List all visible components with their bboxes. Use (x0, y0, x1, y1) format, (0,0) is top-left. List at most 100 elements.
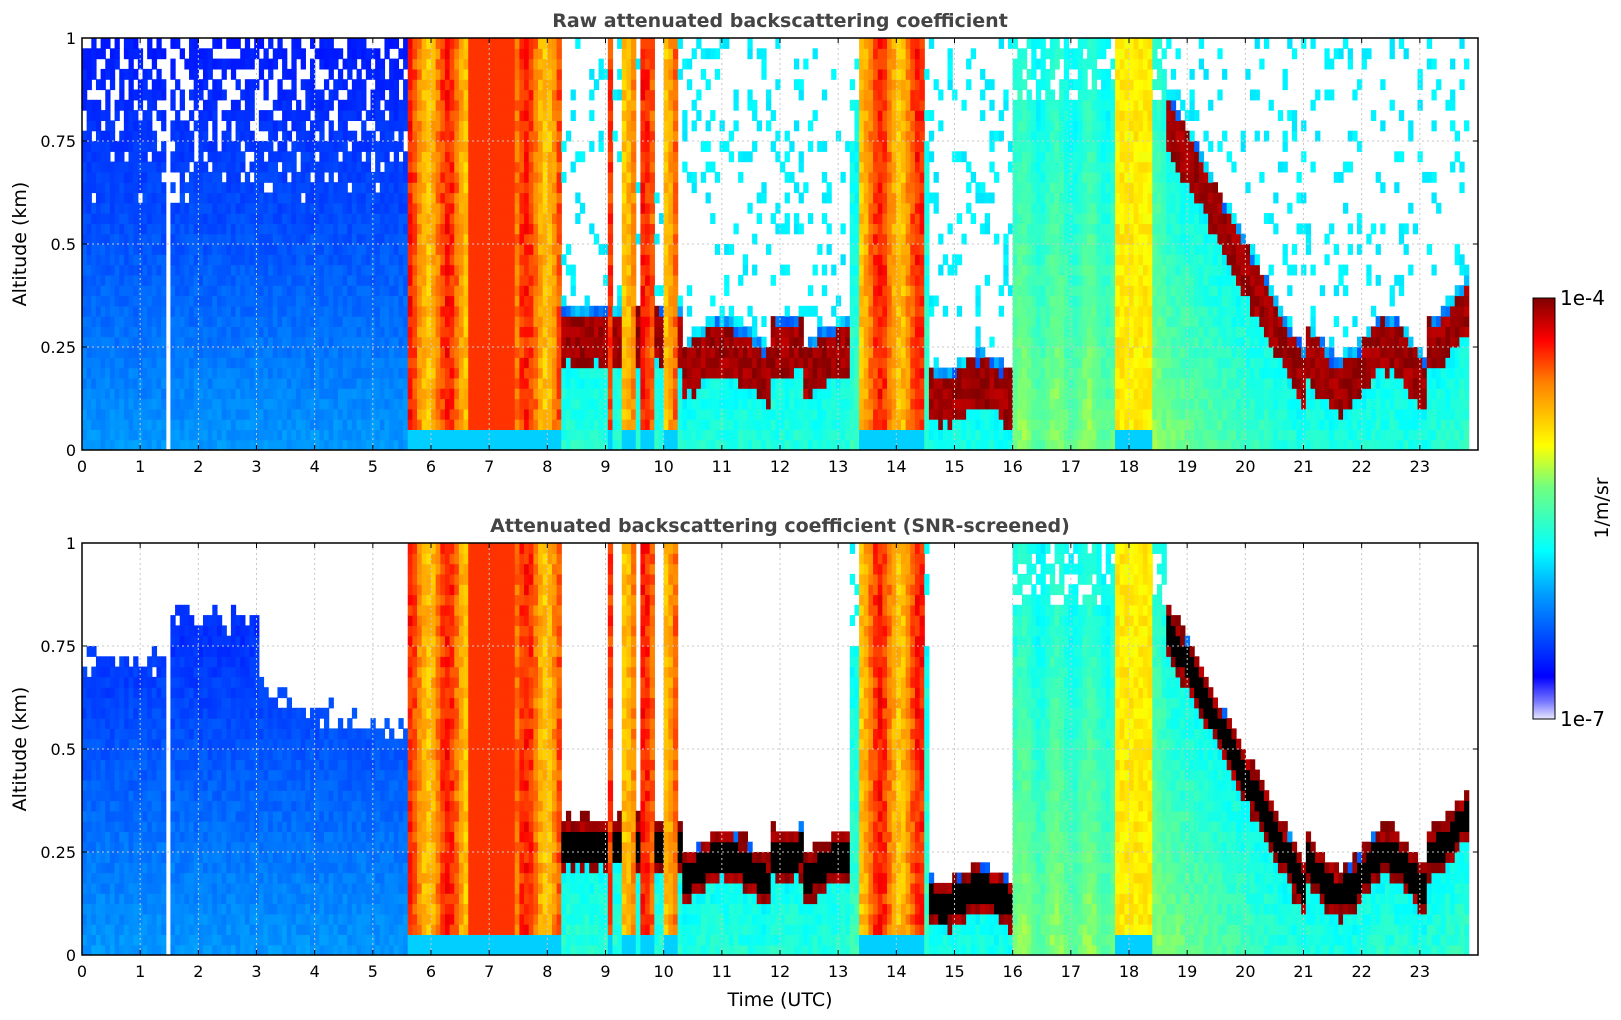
heatmap-cell (668, 264, 674, 276)
heatmap-cell (514, 151, 521, 163)
heatmap-cell (193, 429, 199, 441)
heatmap-cell (137, 182, 144, 194)
heatmap-cell (333, 347, 339, 358)
heatmap-cell (258, 202, 265, 214)
heatmap-cell (337, 264, 344, 276)
heatmap-cell (617, 429, 623, 441)
heatmap-cell (258, 347, 265, 358)
heatmap-cell (263, 141, 269, 152)
heatmap-cell (612, 347, 618, 358)
heatmap-cell (230, 398, 237, 410)
heatmap-cell (766, 429, 772, 441)
heatmap-cell (323, 79, 330, 91)
heatmap-cell (733, 316, 739, 327)
heatmap-cell (375, 89, 381, 101)
heatmap-cell (286, 130, 292, 142)
heatmap-cell (486, 141, 493, 152)
heatmap-cell (593, 408, 600, 420)
heatmap-cell (547, 326, 553, 338)
heatmap-cell (533, 233, 539, 245)
heatmap-cell (640, 79, 646, 91)
heatmap-cell (291, 429, 297, 441)
heatmap-cell (561, 439, 567, 450)
heatmap-cell (570, 439, 576, 450)
heatmap-cell (412, 326, 418, 338)
heatmap-cell (640, 326, 646, 338)
heatmap-cell (123, 48, 130, 60)
heatmap-cell (147, 130, 153, 142)
heatmap-cell (472, 295, 479, 307)
heatmap-cell (100, 110, 106, 121)
heatmap-cell (258, 171, 265, 183)
heatmap-cell (356, 398, 362, 410)
heatmap-cell (533, 254, 539, 266)
heatmap-cell (579, 388, 586, 400)
heatmap-cell (431, 38, 437, 49)
heatmap-cell (444, 171, 451, 183)
heatmap-cell (249, 367, 255, 379)
heatmap-cell (333, 141, 339, 152)
heatmap-cell (277, 223, 283, 235)
heatmap-cell (649, 388, 655, 400)
heatmap-cell (361, 326, 367, 338)
heatmap-cell (426, 58, 432, 70)
heatmap-cell (393, 79, 400, 91)
heatmap-cell (640, 429, 646, 441)
heatmap-cell (482, 213, 488, 224)
heatmap-cell (184, 58, 190, 70)
heatmap-cell (282, 316, 288, 327)
heatmap-cell (142, 79, 148, 91)
heatmap-cell (491, 161, 497, 173)
heatmap-cell (189, 347, 195, 358)
heatmap-cell (519, 285, 525, 297)
heatmap-cell (728, 130, 735, 142)
heatmap-cell (370, 110, 376, 121)
heatmap-cell (626, 264, 632, 276)
heatmap-cell (356, 182, 362, 194)
heatmap-cell (747, 439, 753, 450)
heatmap-cell (538, 336, 544, 348)
heatmap-cell (649, 264, 655, 276)
heatmap-cell (440, 223, 446, 235)
heatmap-cell (151, 141, 158, 152)
heatmap-cell (100, 202, 106, 214)
heatmap-cell (593, 233, 600, 245)
heatmap-cell (603, 357, 609, 369)
heatmap-cell (361, 171, 367, 183)
heatmap-cell (738, 357, 744, 369)
heatmap-cell (133, 68, 139, 80)
heatmap-cell (700, 141, 707, 152)
heatmap-cell (505, 274, 511, 286)
heatmap-cell (393, 58, 400, 70)
heatmap-cell (240, 439, 246, 450)
heatmap-cell (216, 357, 223, 369)
heatmap-cell (156, 223, 162, 235)
heatmap-cell (444, 182, 451, 194)
heatmap-cell (370, 316, 376, 327)
heatmap-cell (714, 429, 721, 441)
heatmap-cell (649, 38, 655, 49)
heatmap-cell (133, 192, 139, 204)
heatmap-cell (514, 223, 521, 235)
heatmap-cell (421, 192, 427, 204)
heatmap-cell (258, 419, 265, 430)
heatmap-cell (477, 38, 483, 49)
heatmap-cell (403, 244, 409, 255)
heatmap-cell (375, 254, 381, 266)
heatmap-cell (528, 398, 534, 410)
heatmap-cell (496, 305, 502, 317)
heatmap-cell (686, 429, 693, 441)
heatmap-cell (654, 419, 660, 430)
heatmap-cell (198, 377, 204, 389)
heatmap-cell (496, 192, 502, 204)
heatmap-cell (314, 213, 320, 224)
heatmap-cell (314, 336, 320, 348)
heatmap-cell (254, 305, 260, 317)
heatmap-cell (384, 223, 390, 235)
heatmap-cell (612, 336, 618, 348)
heatmap-cell (770, 347, 776, 358)
heatmap-cell (133, 223, 139, 235)
heatmap-cell (556, 110, 562, 121)
heatmap-cell (468, 316, 474, 327)
heatmap-cell (226, 202, 232, 214)
